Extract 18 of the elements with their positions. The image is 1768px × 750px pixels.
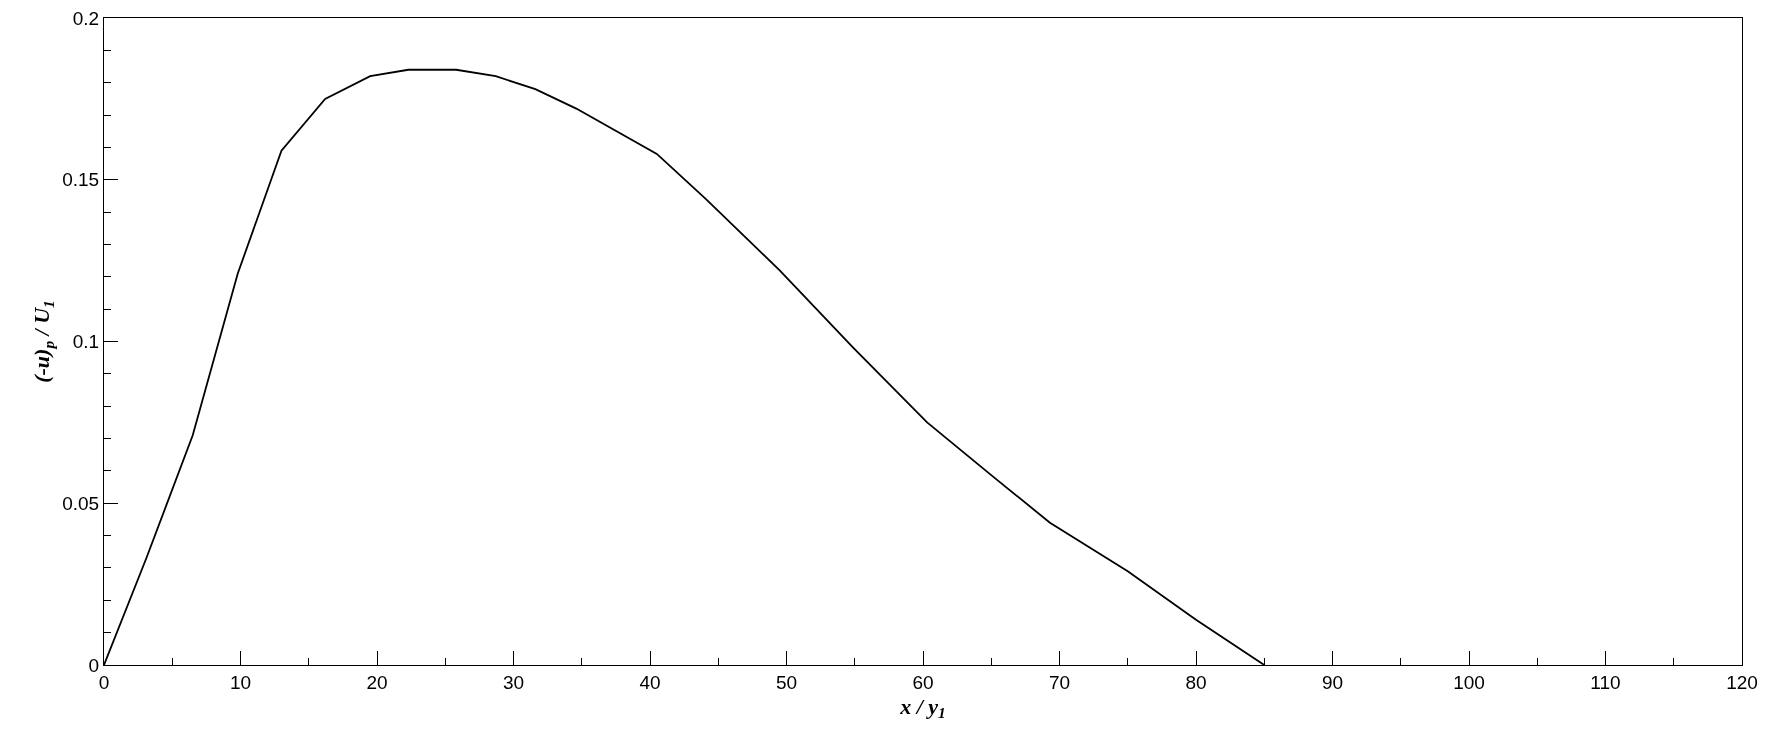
x-tick-label: 110 xyxy=(1590,671,1621,693)
x-tick-label: 90 xyxy=(1321,671,1344,693)
x-tick-label: 70 xyxy=(1048,671,1071,693)
y-tick-label: 0.05 xyxy=(62,492,100,514)
x-tick-label: 80 xyxy=(1185,671,1207,693)
y-tick-label: 0.2 xyxy=(72,7,100,29)
y-tick-label: 0.1 xyxy=(72,331,100,353)
x-tick-label: 40 xyxy=(639,671,661,693)
x-tick-label: 30 xyxy=(502,671,525,693)
x-axis-title: x / y$_{1}$ xyxy=(899,693,946,722)
x-tick-label: 100 xyxy=(1453,671,1485,693)
x-tick-label: 120 xyxy=(1726,671,1758,693)
y-tick-label: 0.15 xyxy=(62,169,100,191)
x-tick-label: 10 xyxy=(229,671,252,693)
x-tick-label: 50 xyxy=(775,671,798,693)
y-tick-label: 0 xyxy=(88,654,100,676)
x-tick-label: 20 xyxy=(366,671,388,693)
x-tick-label: 60 xyxy=(912,671,934,693)
